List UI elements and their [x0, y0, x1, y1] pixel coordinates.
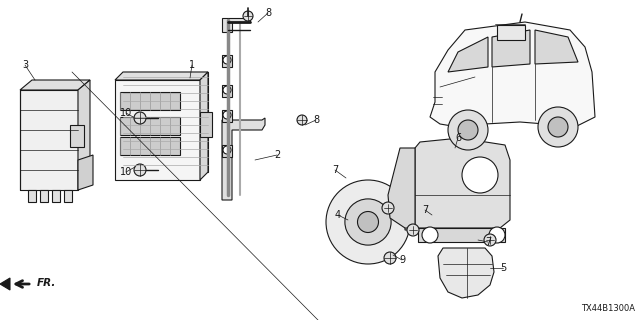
Bar	[64, 190, 72, 202]
Bar	[200, 112, 212, 137]
Polygon shape	[20, 90, 78, 190]
Text: 10: 10	[120, 167, 132, 177]
Bar	[40, 190, 48, 202]
Bar	[497, 25, 525, 40]
Polygon shape	[388, 148, 415, 228]
Bar	[222, 145, 232, 157]
Bar	[222, 110, 232, 122]
Text: 2: 2	[274, 150, 280, 160]
Circle shape	[489, 227, 505, 243]
Text: 8: 8	[313, 115, 319, 125]
Polygon shape	[535, 30, 578, 64]
Bar	[120, 117, 180, 135]
Polygon shape	[200, 72, 208, 180]
Text: TX44B1300A: TX44B1300A	[581, 304, 635, 313]
Polygon shape	[222, 18, 250, 32]
Bar	[52, 190, 60, 202]
Bar	[120, 92, 180, 110]
Bar	[70, 125, 84, 147]
Circle shape	[407, 224, 419, 236]
Polygon shape	[0, 278, 10, 290]
Circle shape	[326, 180, 410, 264]
Polygon shape	[448, 37, 488, 72]
Circle shape	[345, 199, 391, 245]
Circle shape	[297, 115, 307, 125]
Circle shape	[462, 157, 498, 193]
Bar	[120, 137, 180, 155]
Polygon shape	[20, 80, 90, 90]
Circle shape	[448, 110, 488, 150]
Circle shape	[223, 56, 231, 64]
Text: 4: 4	[335, 210, 341, 220]
Text: 7: 7	[332, 165, 338, 175]
Polygon shape	[492, 30, 530, 67]
Circle shape	[243, 11, 253, 21]
Circle shape	[223, 86, 231, 94]
Polygon shape	[115, 72, 208, 80]
Text: 8: 8	[265, 8, 271, 18]
Text: 1: 1	[189, 60, 195, 70]
Polygon shape	[78, 80, 90, 190]
Polygon shape	[222, 118, 265, 200]
Circle shape	[223, 111, 231, 119]
Text: 7: 7	[422, 205, 428, 215]
Polygon shape	[78, 155, 93, 190]
Circle shape	[382, 202, 394, 214]
Circle shape	[384, 252, 396, 264]
Polygon shape	[418, 228, 505, 242]
Polygon shape	[430, 22, 595, 127]
Circle shape	[484, 234, 496, 246]
Text: 10: 10	[120, 108, 132, 118]
Bar	[28, 190, 36, 202]
Bar	[222, 55, 232, 67]
Circle shape	[416, 214, 424, 222]
Text: 5: 5	[500, 263, 506, 273]
Polygon shape	[438, 248, 494, 298]
Text: 9: 9	[399, 255, 405, 265]
Text: 6: 6	[455, 133, 461, 143]
Circle shape	[134, 164, 146, 176]
Polygon shape	[415, 138, 510, 228]
Circle shape	[422, 227, 438, 243]
Polygon shape	[115, 80, 200, 180]
Circle shape	[538, 107, 578, 147]
Bar	[222, 85, 232, 97]
Text: 3: 3	[22, 60, 28, 70]
Circle shape	[134, 112, 146, 124]
Text: 7: 7	[485, 237, 491, 247]
Polygon shape	[123, 72, 208, 172]
Circle shape	[223, 146, 231, 154]
Text: FR.: FR.	[37, 278, 56, 288]
Polygon shape	[405, 207, 428, 230]
Circle shape	[548, 117, 568, 137]
Circle shape	[458, 120, 478, 140]
Circle shape	[358, 212, 378, 233]
